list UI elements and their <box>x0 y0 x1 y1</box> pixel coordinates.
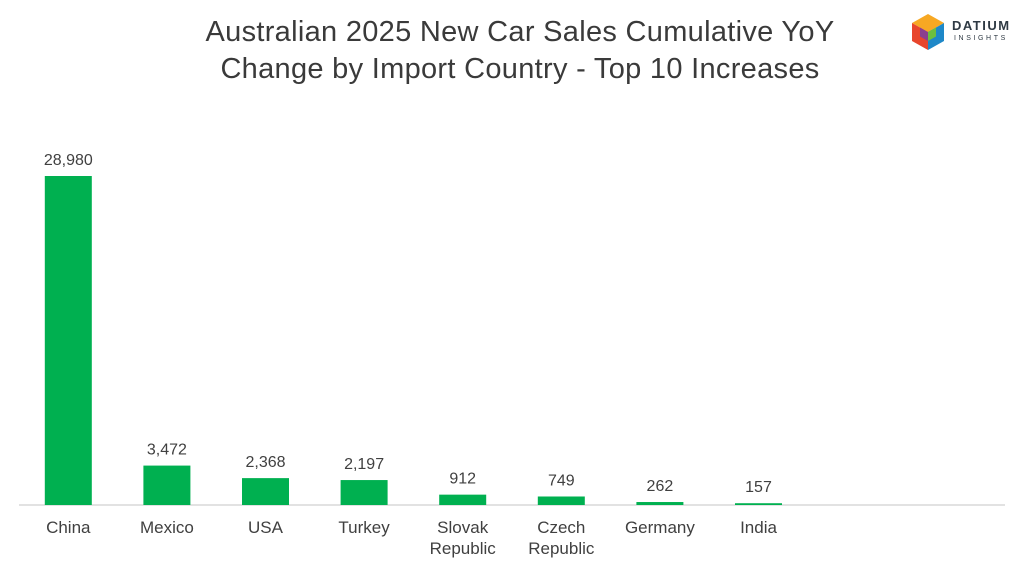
bar-usa <box>242 478 289 505</box>
x-tick-label: Germany <box>625 518 695 537</box>
bar-czech-republic <box>537 496 585 505</box>
bar-mexico <box>143 465 191 505</box>
x-tick-label: Czech <box>537 518 585 537</box>
x-tick-label: USA <box>248 518 284 537</box>
logo-wordmark: DATIUM <box>952 18 1011 33</box>
x-tick-label: Republic <box>430 539 497 558</box>
data-label: 3,472 <box>147 442 187 459</box>
bar-turkey <box>340 480 388 505</box>
data-label: 262 <box>647 478 674 495</box>
bar-india <box>735 503 782 505</box>
bar-germany <box>636 502 684 505</box>
data-label: 2,368 <box>245 454 285 471</box>
x-tick-label: Turkey <box>338 518 390 537</box>
data-label: 28,980 <box>44 152 93 169</box>
datium-cube-logo-icon <box>912 14 944 50</box>
x-tick-label: Slovak <box>437 518 489 537</box>
x-tick-label: India <box>740 518 777 537</box>
data-label: 749 <box>548 472 575 489</box>
chart-title: Australian 2025 New Car Sales Cumulative… <box>90 14 950 88</box>
data-label: 2,197 <box>344 456 384 473</box>
x-tick-label: China <box>46 518 91 537</box>
bar-slovak-republic <box>439 494 487 505</box>
datium-logo: DATIUM INSIGHTS <box>908 12 1018 52</box>
logo-subtitle: INSIGHTS <box>954 35 1008 42</box>
chart-title-line-2: Change by Import Country - Top 10 Increa… <box>220 53 820 85</box>
chart-title-line-1: Australian 2025 New Car Sales Cumulative… <box>205 16 835 48</box>
x-tick-label: Mexico <box>140 518 194 537</box>
bar-china <box>44 176 92 505</box>
data-label: 912 <box>449 471 476 488</box>
x-tick-label: Republic <box>528 539 595 558</box>
data-label: 157 <box>745 479 772 496</box>
